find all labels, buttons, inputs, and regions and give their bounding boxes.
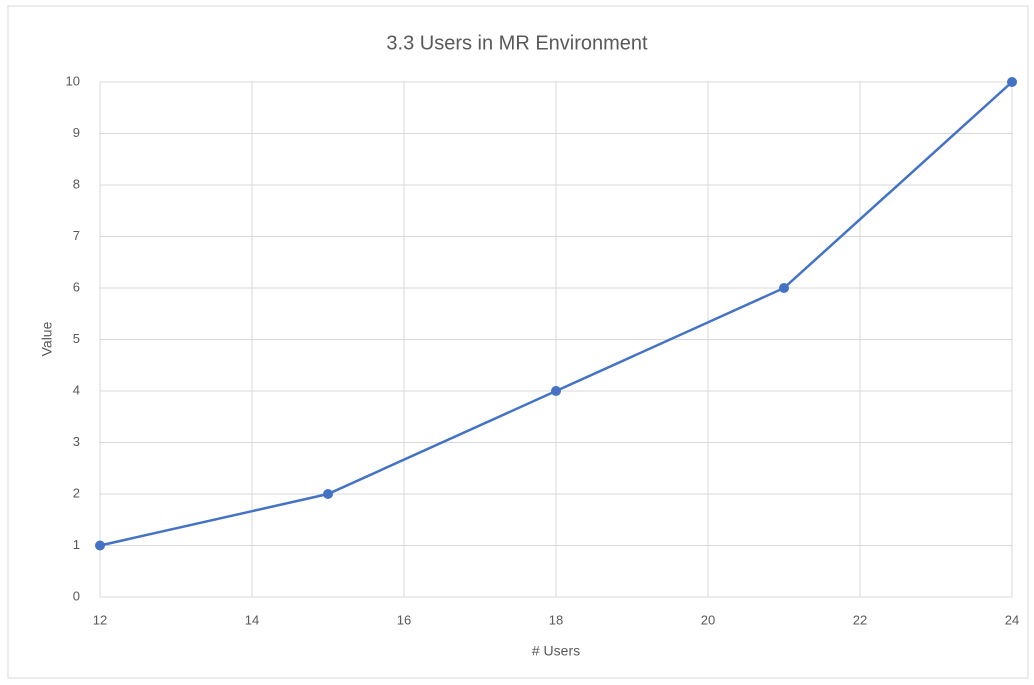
x-tick-label: 22	[853, 612, 867, 627]
x-tick-label: 18	[549, 612, 563, 627]
x-tick-label: 20	[701, 612, 715, 627]
y-tick-label: 2	[73, 485, 80, 500]
marker	[551, 386, 561, 396]
x-tick-label: 14	[245, 612, 259, 627]
y-tick-label: 9	[73, 125, 80, 140]
y-tick-label: 8	[73, 176, 80, 191]
chart-border	[7, 5, 1029, 679]
x-tick-label: 16	[397, 612, 411, 627]
y-tick-label: 6	[73, 279, 80, 294]
y-tick-label: 0	[73, 588, 80, 603]
y-tick-label: 7	[73, 228, 80, 243]
y-tick-label: 1	[73, 537, 80, 552]
y-tick-label: 10	[66, 73, 80, 88]
x-tick-label: 12	[93, 612, 107, 627]
chart-title: 3.3 Users in MR Environment	[386, 32, 648, 54]
y-tick-label: 3	[73, 434, 80, 449]
marker	[323, 489, 333, 499]
x-tick-label: 24	[1005, 612, 1019, 627]
y-axis-label: Value	[39, 321, 55, 356]
x-axis-label: # Users	[532, 643, 580, 659]
y-tick-label: 5	[73, 331, 80, 346]
marker	[779, 283, 789, 293]
marker	[95, 540, 105, 551]
y-tick-label: 4	[73, 382, 80, 397]
marker	[1007, 77, 1017, 87]
